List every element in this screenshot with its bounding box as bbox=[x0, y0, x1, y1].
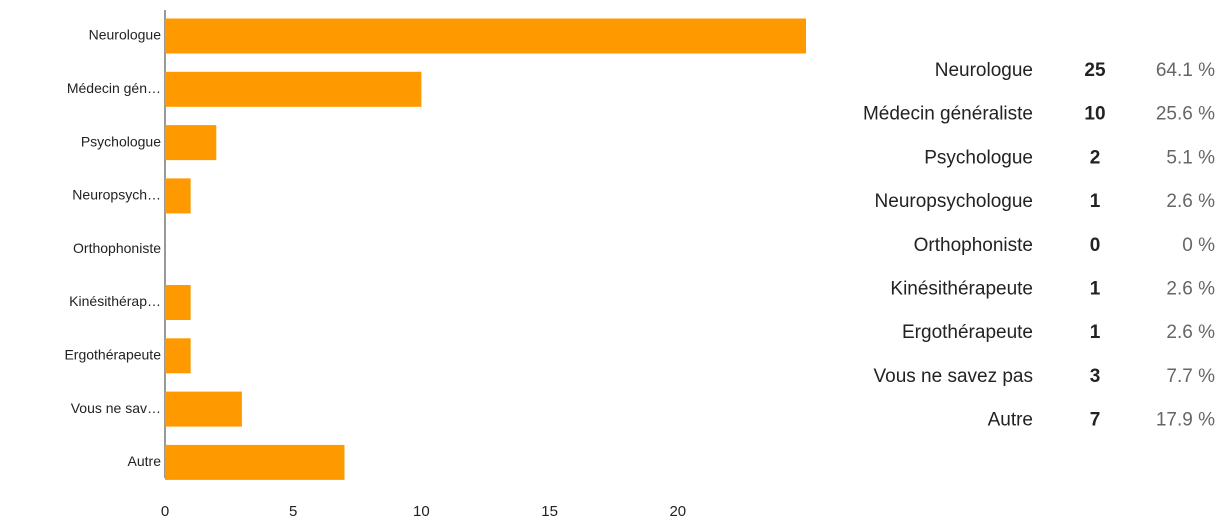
table-percent: 25.6 % bbox=[1156, 104, 1215, 125]
y-tick-label: Kinésithérap… bbox=[69, 293, 161, 309]
bar bbox=[165, 391, 242, 427]
table-count: 3 bbox=[1090, 366, 1101, 387]
table-name: Autre bbox=[988, 410, 1033, 431]
table-count: 10 bbox=[1084, 104, 1105, 125]
bar bbox=[165, 338, 191, 374]
table-percent: 64.1 % bbox=[1156, 60, 1215, 81]
table-count: 25 bbox=[1084, 60, 1106, 81]
table-percent: 0 % bbox=[1182, 235, 1215, 256]
table-count: 2 bbox=[1090, 147, 1101, 168]
bar bbox=[165, 125, 217, 161]
table-name: Orthophoniste bbox=[914, 235, 1033, 256]
y-tick-label: Médecin gén… bbox=[67, 80, 161, 96]
table-name: Kinésithérapeute bbox=[890, 279, 1033, 300]
y-tick-label: Autre bbox=[128, 453, 162, 469]
x-tick-label: 10 bbox=[413, 503, 430, 520]
bar bbox=[165, 285, 191, 320]
bar bbox=[165, 18, 806, 54]
y-tick-label: Ergothérapeute bbox=[64, 347, 161, 363]
y-tick-label: Neurologue bbox=[89, 27, 162, 43]
y-tick-label: Psychologue bbox=[81, 133, 161, 149]
table-name: Vous ne savez pas bbox=[874, 366, 1034, 387]
x-tick-label: 0 bbox=[161, 503, 169, 520]
bar bbox=[165, 71, 422, 107]
table-percent: 2.6 % bbox=[1166, 191, 1215, 212]
bar bbox=[165, 444, 345, 480]
table-count: 1 bbox=[1090, 322, 1101, 343]
table-count: 1 bbox=[1090, 279, 1101, 300]
y-tick-label: Vous ne sav… bbox=[71, 400, 161, 416]
table-name: Ergothérapeute bbox=[902, 322, 1033, 343]
table-name: Neurologue bbox=[935, 60, 1033, 81]
x-tick-label: 5 bbox=[289, 503, 297, 520]
table-percent: 2.6 % bbox=[1166, 279, 1215, 300]
bar bbox=[165, 178, 191, 214]
table-name: Neuropsychologue bbox=[875, 191, 1033, 212]
table-percent: 7.7 % bbox=[1166, 366, 1215, 387]
table-name: Médecin généraliste bbox=[863, 104, 1033, 125]
table-name: Psychologue bbox=[924, 147, 1033, 168]
table-percent: 17.9 % bbox=[1156, 410, 1215, 431]
table-count: 7 bbox=[1090, 410, 1101, 431]
table-count: 0 bbox=[1090, 235, 1101, 256]
table-percent: 5.1 % bbox=[1166, 147, 1215, 168]
table-percent: 2.6 % bbox=[1166, 322, 1215, 343]
x-tick-label: 20 bbox=[669, 503, 686, 520]
y-tick-label: Orthophoniste bbox=[73, 240, 161, 256]
x-tick-label: 15 bbox=[541, 503, 558, 520]
y-tick-label: Neuropsych… bbox=[72, 187, 161, 203]
table-count: 1 bbox=[1090, 191, 1101, 212]
